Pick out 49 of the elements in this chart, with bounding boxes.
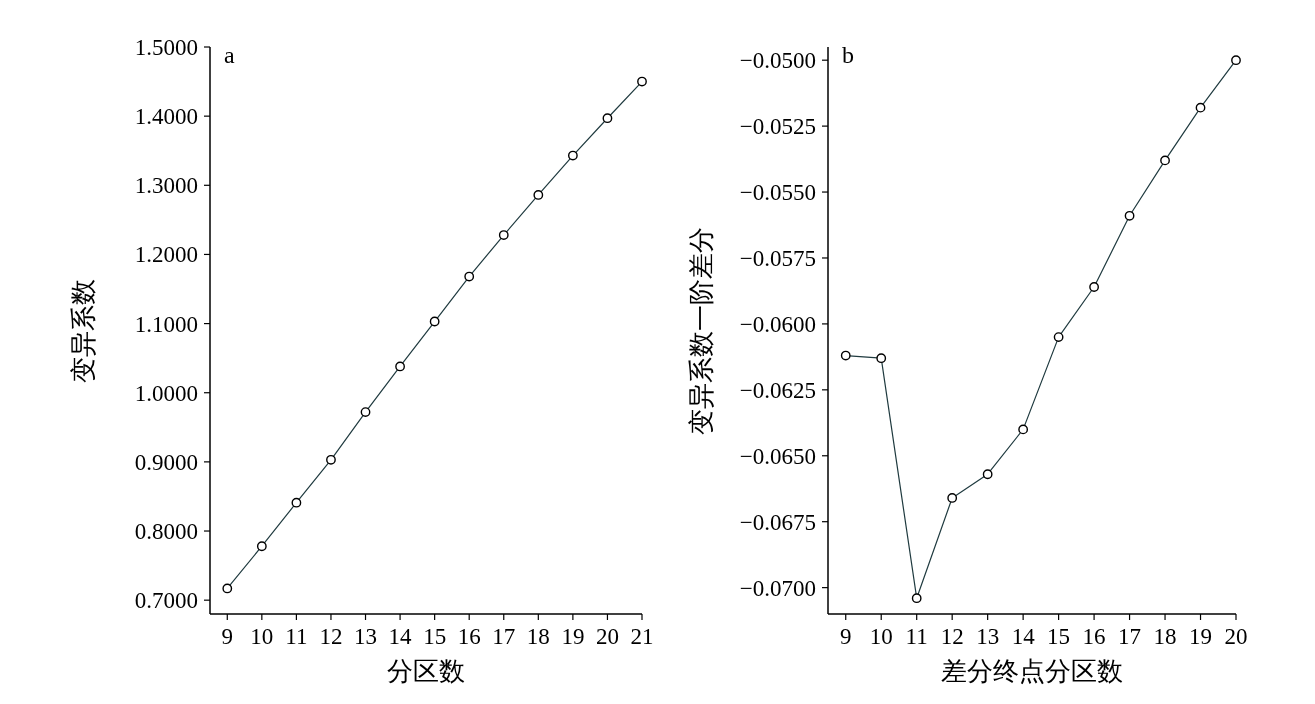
y-tick-label: −0.0500 <box>739 48 816 74</box>
x-tick-label: 13 <box>976 624 1000 649</box>
y-axis-title: 变异系数 <box>69 278 98 383</box>
x-tick-label: 19 <box>1189 624 1213 649</box>
x-tick-label: 14 <box>1011 624 1036 649</box>
x-tick-label: 18 <box>526 624 550 649</box>
x-tick-label: 15 <box>423 624 447 649</box>
x-tick-label: 12 <box>940 624 964 649</box>
y-tick-label: −0.0650 <box>739 443 816 469</box>
y-tick-label: 0.7000 <box>134 588 198 614</box>
y-tick-label: 1.0000 <box>134 380 198 406</box>
x-tick-label: 11 <box>285 624 308 649</box>
x-tick-label: 17 <box>492 624 516 649</box>
y-tick-label: 1.1000 <box>134 311 198 337</box>
x-tick-label: 14 <box>388 624 413 649</box>
x-tick-label: 20 <box>595 624 619 649</box>
x-tick-label: 10 <box>869 624 893 649</box>
y-tick-label: 1.3000 <box>134 173 198 199</box>
y-axis-title: 变异系数一阶差分 <box>687 226 716 435</box>
x-tick-label: 16 <box>1082 624 1106 649</box>
x-tick-label: 16 <box>457 624 481 649</box>
y-tick-label: 0.8000 <box>134 519 198 545</box>
x-tick-label: 20 <box>1224 624 1248 649</box>
y-tick-label: −0.0625 <box>739 377 816 403</box>
x-axis-title: 差分终点分区数 <box>941 657 1123 686</box>
y-tick-label: 0.9000 <box>134 449 198 475</box>
y-tick-label: −0.0700 <box>739 575 816 601</box>
x-tick-label: 13 <box>354 624 378 649</box>
x-tick-label: 19 <box>561 624 585 649</box>
y-tick-label: −0.0550 <box>739 180 816 206</box>
y-tick-label: 1.2000 <box>134 242 198 268</box>
x-tick-label: 9 <box>839 624 852 649</box>
y-tick-label: 1.5000 <box>134 35 198 60</box>
y-tick-label: −0.0675 <box>739 509 816 535</box>
chart-title: a <box>224 42 235 68</box>
x-tick-label: 12 <box>319 624 343 649</box>
x-tick-label: 21 <box>630 624 654 649</box>
x-tick-label: 18 <box>1153 624 1177 649</box>
x-tick-label: 9 <box>221 624 234 649</box>
x-tick-label: 10 <box>250 624 274 649</box>
x-axis-title: 分区数 <box>387 657 465 686</box>
y-tick-label: −0.0575 <box>739 245 816 271</box>
y-tick-label: −0.0600 <box>739 311 816 337</box>
x-tick-label: 11 <box>905 624 928 649</box>
y-tick-label: −0.0525 <box>739 114 816 140</box>
x-tick-label: 17 <box>1118 624 1142 649</box>
x-tick-label: 15 <box>1047 624 1071 649</box>
y-tick-label: 1.4000 <box>134 104 198 130</box>
chart-title: b <box>842 42 854 68</box>
